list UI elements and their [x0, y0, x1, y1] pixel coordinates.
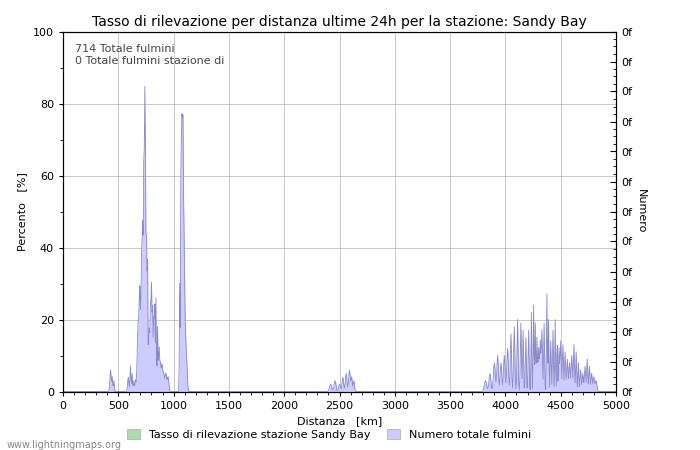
Y-axis label: Numero: Numero: [636, 189, 645, 234]
Text: www.lightningmaps.org: www.lightningmaps.org: [7, 440, 122, 450]
Text: 714 Totale fulmini
0 Totale fulmini stazione di: 714 Totale fulmini 0 Totale fulmini staz…: [75, 44, 225, 66]
X-axis label: Distanza   [km]: Distanza [km]: [297, 416, 382, 426]
Y-axis label: Percento   [%]: Percento [%]: [18, 172, 27, 251]
Title: Tasso di rilevazione per distanza ultime 24h per la stazione: Sandy Bay: Tasso di rilevazione per distanza ultime…: [92, 15, 587, 29]
Legend: Tasso di rilevazione stazione Sandy Bay, Numero totale fulmini: Tasso di rilevazione stazione Sandy Bay,…: [127, 429, 531, 440]
